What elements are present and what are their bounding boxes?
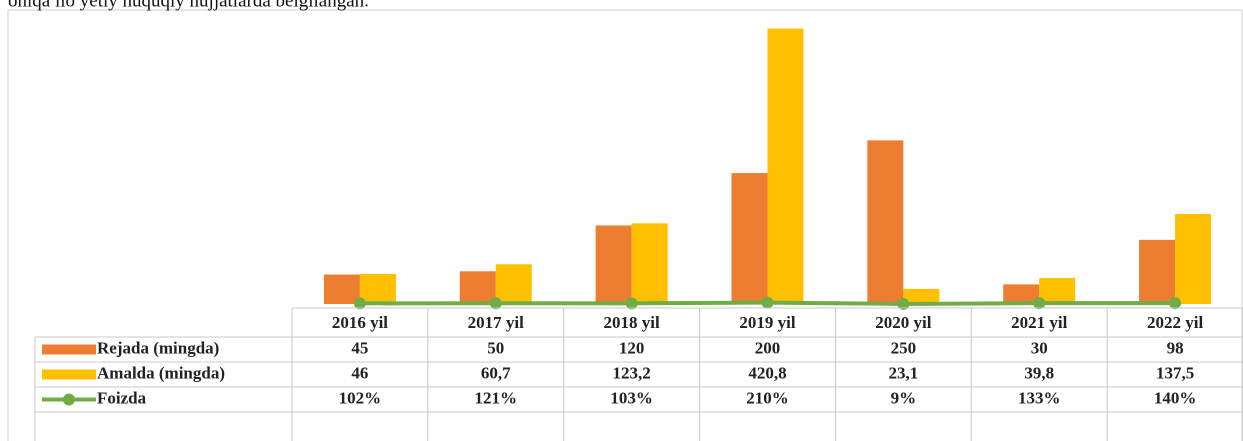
chart-frame <box>7 9 1243 441</box>
legend-label: Rejada (mingda) <box>97 338 219 357</box>
data-label: 121% <box>475 388 518 407</box>
data-label: 137,5 <box>1156 363 1194 382</box>
data-label: 60,7 <box>481 363 511 382</box>
legend-key <box>42 369 96 380</box>
bar <box>459 271 496 304</box>
data-label: 103% <box>610 388 653 407</box>
x-tick-label: 2016 yil <box>332 313 388 332</box>
x-tick-label: 2019 yil <box>739 313 795 332</box>
data-label: 140% <box>1154 388 1197 407</box>
line-point <box>761 296 774 309</box>
bar <box>359 273 396 304</box>
data-label: 46 <box>351 363 368 382</box>
data-label: 420,8 <box>748 363 786 382</box>
data-label: 102% <box>339 388 382 407</box>
data-label: 45 <box>351 338 368 357</box>
bar <box>731 173 768 304</box>
x-tick-label: 2018 yil <box>604 313 660 332</box>
bar <box>1175 214 1212 304</box>
data-label: 39,8 <box>1024 363 1054 382</box>
data-label: 50 <box>487 338 504 357</box>
data-label: 9% <box>891 388 917 407</box>
line-point <box>625 297 638 310</box>
legend-label: Amalda (mingda) <box>97 363 225 382</box>
data-label: 200 <box>755 338 781 357</box>
bar <box>495 264 532 304</box>
data-label: 23,1 <box>888 363 918 382</box>
data-label: 98 <box>1167 338 1184 357</box>
data-label: 123,2 <box>613 363 651 382</box>
bar <box>867 140 904 304</box>
legend-label: Foizda <box>97 388 147 407</box>
bar <box>595 225 632 304</box>
legend-key-marker <box>63 393 75 406</box>
line-point <box>489 297 502 310</box>
data-label: 30 <box>1031 338 1048 357</box>
bar <box>903 288 940 304</box>
caption: ohiqa ilo yetiy huquqiy hujjatlarda belg… <box>8 0 369 11</box>
data-label: 210% <box>746 388 789 407</box>
data-label: 250 <box>891 338 917 357</box>
x-tick-label: 2017 yil <box>468 313 524 332</box>
line-point <box>1169 297 1182 310</box>
bar <box>767 28 804 305</box>
x-tick-label: 2022 yil <box>1147 313 1203 332</box>
x-tick-label: 2021 yil <box>1011 313 1067 332</box>
bar <box>1039 277 1076 304</box>
x-tick-label: 2020 yil <box>875 313 931 332</box>
line-point <box>353 297 366 310</box>
data-label: 120 <box>619 338 645 357</box>
line-point <box>1033 297 1046 310</box>
bar <box>1003 284 1040 304</box>
bar <box>323 274 360 304</box>
bar <box>631 223 668 304</box>
bar <box>1139 239 1176 304</box>
data-label: 133% <box>1018 388 1061 407</box>
line-point <box>897 297 910 310</box>
legend-key <box>42 344 96 355</box>
